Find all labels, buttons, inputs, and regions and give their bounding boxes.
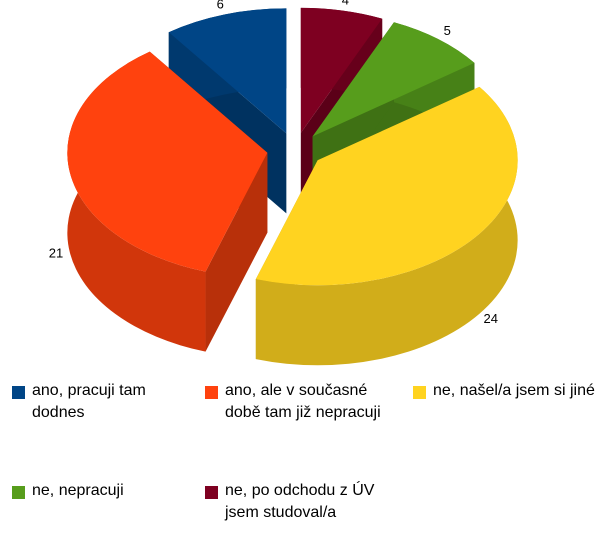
chart: 4 6 5 21 24 <box>49 0 518 366</box>
legend-label: ne, po odchodu z ÚV jsem studoval/a <box>225 482 375 521</box>
slice-top <box>67 51 268 272</box>
legend-item: ne, po odchodu z ÚV jsem studoval/a <box>205 480 395 524</box>
slice <box>67 51 268 352</box>
legend-swatch <box>12 386 25 399</box>
legend-item: ne, nepracuji <box>12 480 202 502</box>
slice <box>255 86 518 366</box>
legend-label: ne, našel/a jsem si jiné <box>433 382 595 399</box>
slice-top <box>168 8 287 134</box>
data-label: 6 <box>217 0 224 11</box>
slice-top <box>312 22 475 137</box>
data-label: 4 <box>342 0 349 7</box>
legend-swatch <box>413 386 426 399</box>
legend-label: ano, ale v současné době tam již nepracu… <box>225 382 381 421</box>
data-label: 21 <box>49 245 63 260</box>
slice-face <box>205 152 268 352</box>
legend-item: ano, ale v současné době tam již nepracu… <box>205 380 395 424</box>
data-label: 5 <box>444 23 451 38</box>
data-label: 24 <box>484 311 498 326</box>
slice-top <box>255 86 518 286</box>
legend-item: ne, našel/a jsem si jiné <box>413 380 596 402</box>
legend-swatch <box>205 486 218 499</box>
legend-label: ne, nepracuji <box>32 482 124 499</box>
legend-label: ano, pracuji tam dodnes <box>32 382 146 421</box>
legend-item: ano, pracuji tam dodnes <box>12 380 202 424</box>
legend: ano, pracuji tam dodnes ano, ale v součas… <box>0 372 596 551</box>
legend-swatch <box>12 486 25 499</box>
slice-side <box>255 86 518 366</box>
legend-swatch <box>205 386 218 399</box>
slice-top <box>300 7 383 133</box>
